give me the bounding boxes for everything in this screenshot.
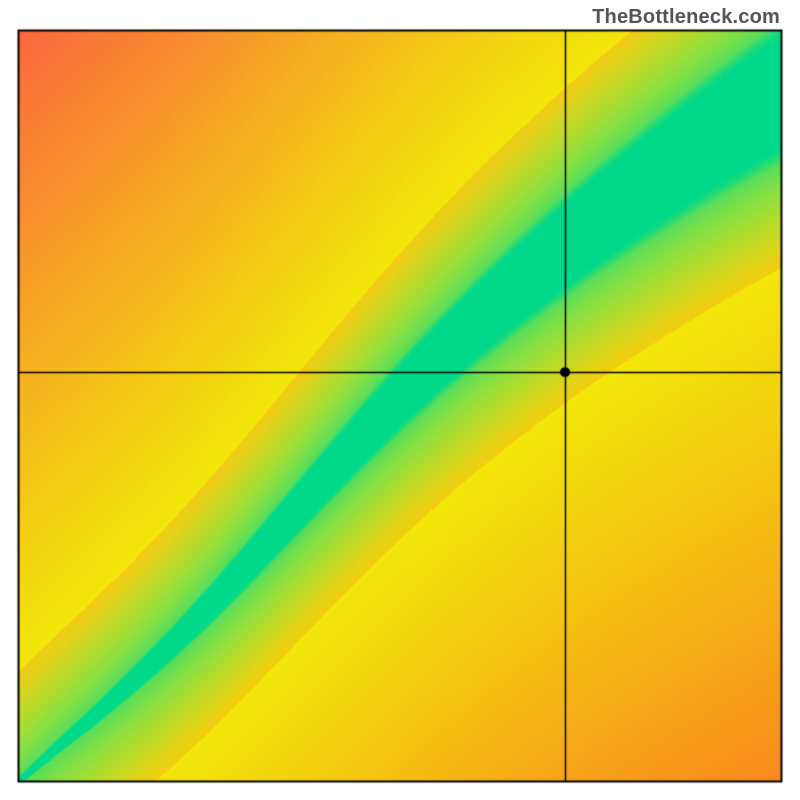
chart-container: TheBottleneck.com: [0, 0, 800, 800]
watermark-text: TheBottleneck.com: [592, 6, 780, 29]
bottleneck-heatmap: [0, 0, 800, 800]
